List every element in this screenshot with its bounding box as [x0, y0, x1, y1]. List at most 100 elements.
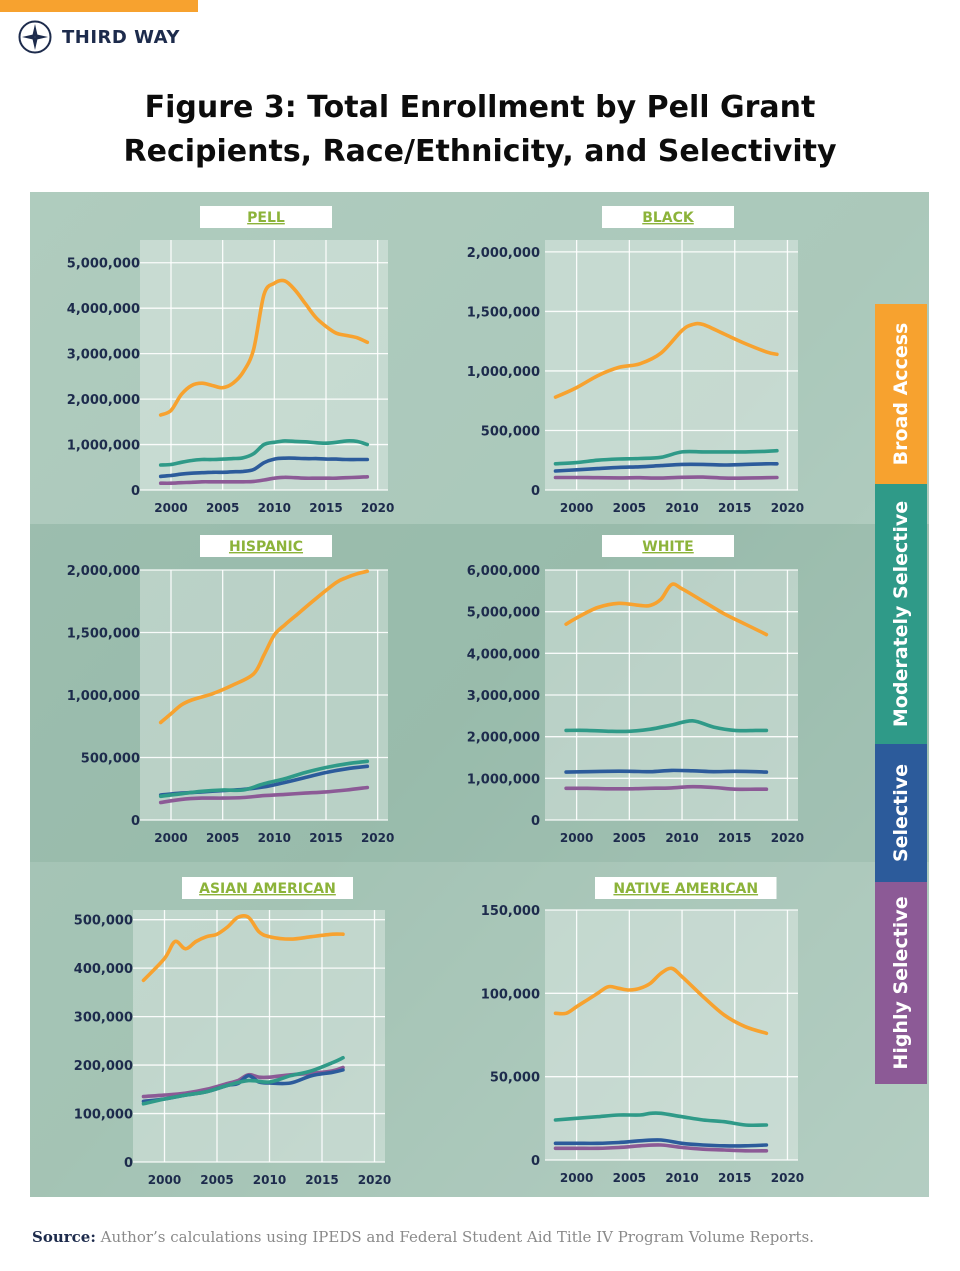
chart-title-box: [595, 877, 777, 899]
series-line-highly-selective: [553, 475, 779, 481]
legend-highly-selective: Highly Selective: [875, 882, 927, 1084]
y-tick-label: 100,000: [74, 1108, 133, 1123]
series-line-selective: [553, 461, 779, 473]
x-tick-label: 2010: [665, 1171, 698, 1185]
y-tick-label: 2,000,000: [467, 246, 540, 261]
y-tick-label: 0: [131, 814, 140, 829]
source-text: Author’s calculations using IPEDS and Fe…: [100, 1228, 814, 1246]
y-tick-label: 1,500,000: [67, 627, 140, 642]
chart-title-box: [602, 535, 734, 557]
row-band-3: [30, 862, 929, 1197]
y-tick-label: 1,000,000: [467, 772, 540, 787]
y-tick-label: 0: [531, 1154, 540, 1169]
series-line-highly-selective: [564, 784, 769, 792]
series-line-broad-access: [158, 278, 370, 417]
x-tick-label: 2005: [206, 501, 239, 515]
series-line-selective: [158, 456, 370, 479]
y-tick-label: 5,000,000: [67, 257, 140, 272]
series-line-moderately-selective: [564, 718, 769, 734]
series-line-broad-access: [553, 321, 779, 399]
figure-title: Figure 3: Total Enrollment by Pell Grant…: [0, 86, 960, 174]
series-line-selective: [564, 768, 769, 774]
y-tick-label: 3,000,000: [67, 348, 140, 363]
series-line-moderately-selective: [553, 1111, 769, 1128]
chart-title-box: [200, 535, 332, 557]
legend-selective: Selective: [875, 744, 927, 882]
chart-title-box: [200, 206, 332, 228]
chart-title-box: [602, 206, 734, 228]
y-tick-label: 500,000: [81, 752, 140, 767]
series-line-highly-selective: [158, 785, 370, 805]
y-tick-label: 2,000,000: [467, 731, 540, 746]
y-tick-label: 1,000,000: [467, 365, 540, 380]
series-line-selective: [553, 1138, 769, 1148]
small-multiples-chart: PELL 0 1,000,000 2,000,000 3,000,000 4,000,00…: [30, 192, 929, 1197]
x-tick-label: 2005: [613, 1171, 646, 1185]
y-tick-label: 200,000: [74, 1059, 133, 1074]
y-tick-label: 0: [531, 814, 540, 829]
y-tick-label: 300,000: [74, 1011, 133, 1026]
x-tick-label: 2015: [309, 501, 342, 515]
row-band-1: [30, 192, 929, 524]
series-line-moderately-selective: [158, 439, 370, 467]
x-tick-label: 2020: [771, 831, 804, 845]
series-line-highly-selective: [553, 1143, 769, 1153]
y-tick-label: 4,000,000: [67, 302, 140, 317]
series-line-broad-access: [553, 966, 769, 1036]
legend: Broad Access Moderately Selective Select…: [875, 304, 927, 1084]
x-tick-label: 2000: [560, 831, 593, 845]
legend-label-moderately-selective: Moderately Selective: [890, 500, 912, 728]
legend-broad-access: Broad Access: [875, 304, 927, 484]
y-tick-label: 0: [131, 484, 140, 499]
y-tick-label: 500,000: [74, 914, 133, 929]
y-tick-label: 1,500,000: [467, 305, 540, 320]
source-label: Source:: [32, 1228, 96, 1246]
x-tick-label: 2000: [560, 1171, 593, 1185]
y-tick-label: 100,000: [481, 987, 540, 1002]
plot-area: [133, 910, 385, 1162]
series-line-broad-access: [141, 913, 345, 983]
y-tick-label: 150,000: [481, 904, 540, 919]
series-line-highly-selective: [158, 475, 370, 486]
chart-panel-hispanic: HISPANIC 0 500,000 1,000,000 1,500,000 2,000,…: [67, 535, 394, 845]
x-tick-label: 2000: [560, 501, 593, 515]
x-tick-label: 2005: [613, 831, 646, 845]
x-tick-label: 2015: [718, 1171, 751, 1185]
x-tick-label: 2010: [253, 1173, 286, 1187]
source-note: Source: Author’s calculations using IPED…: [32, 1228, 814, 1246]
x-tick-label: 2020: [771, 501, 804, 515]
y-tick-label: 1,000,000: [67, 439, 140, 454]
chart-title: NATIVE AMERICAN: [613, 881, 758, 897]
row-band-2: [30, 524, 929, 862]
chart-title: HISPANIC: [229, 539, 303, 555]
x-tick-label: 2015: [309, 831, 342, 845]
chart-title: ASIAN AMERICAN: [199, 881, 336, 897]
x-tick-label: 2005: [206, 831, 239, 845]
y-tick-label: 2,000,000: [67, 393, 140, 408]
y-tick-label: 5,000,000: [467, 606, 540, 621]
series-line-broad-access: [158, 569, 370, 725]
legend-label-broad-access: Broad Access: [890, 322, 912, 466]
legend-label-highly-selective: Highly Selective: [890, 896, 912, 1070]
plot-area: [545, 910, 798, 1160]
top-accent-bar: [0, 0, 198, 12]
chart-title: WHITE: [642, 539, 693, 555]
series-line-moderately-selective: [553, 448, 779, 466]
x-tick-label: 2000: [154, 501, 187, 515]
y-tick-label: 4,000,000: [467, 647, 540, 662]
y-tick-label: 0: [531, 484, 540, 499]
x-tick-label: 2005: [613, 501, 646, 515]
x-tick-label: 2000: [154, 831, 187, 845]
y-tick-label: 6,000,000: [467, 564, 540, 579]
series-line-moderately-selective: [141, 1056, 345, 1106]
series-line-moderately-selective: [158, 759, 370, 799]
x-tick-label: 2015: [718, 831, 751, 845]
x-tick-label: 2010: [258, 831, 291, 845]
chart-panel-black: BLACK 0 500,000 1,000,000 1,500,000 2,000,000…: [467, 206, 804, 515]
plot-area: [545, 240, 798, 490]
x-tick-label: 2010: [258, 501, 291, 515]
x-tick-label: 2020: [361, 831, 394, 845]
chart-panel-native-american: NATIVE AMERICAN 0 50,000 100,000 150,000 2000…: [481, 877, 804, 1185]
x-tick-label: 2010: [665, 831, 698, 845]
figure-title-line1: Figure 3: Total Enrollment by Pell Grant: [144, 90, 816, 125]
